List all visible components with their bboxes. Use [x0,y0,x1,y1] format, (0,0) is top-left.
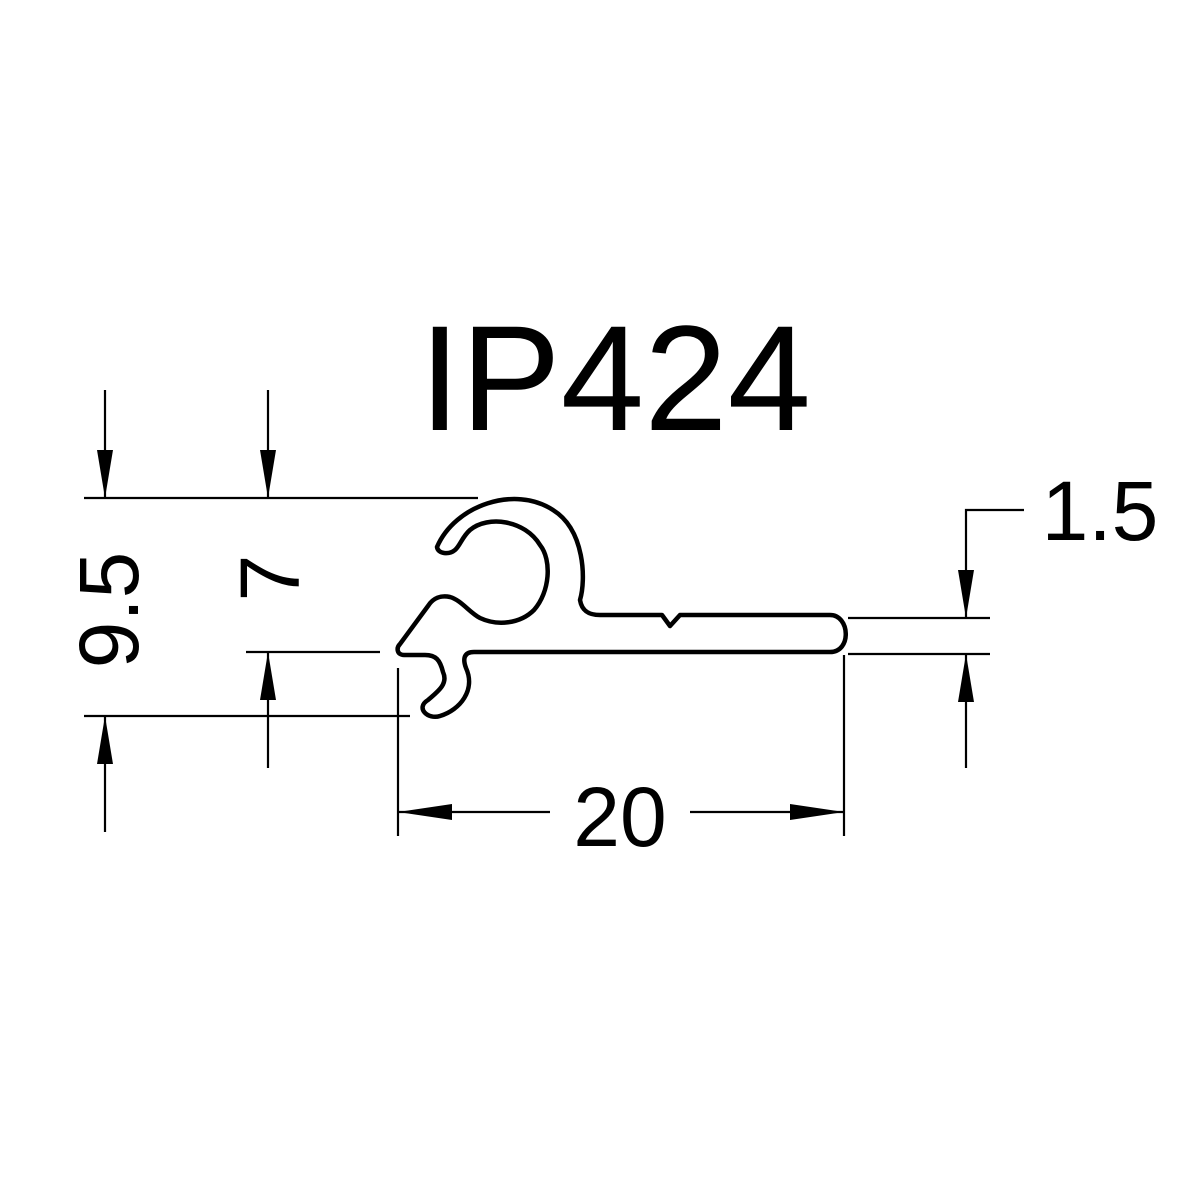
profile-title: IP424 [419,294,811,462]
total-height-label: 9.5 [62,552,156,669]
dimension-lower-height [246,390,380,768]
dimension-width [396,655,846,836]
profile-outline [395,496,848,720]
dimension-total-height [84,390,478,832]
dimension-thickness [848,508,1024,768]
width-label: 20 [573,770,666,864]
thickness-label: 1.5 [1042,464,1159,558]
lower-height-label: 7 [223,555,317,602]
